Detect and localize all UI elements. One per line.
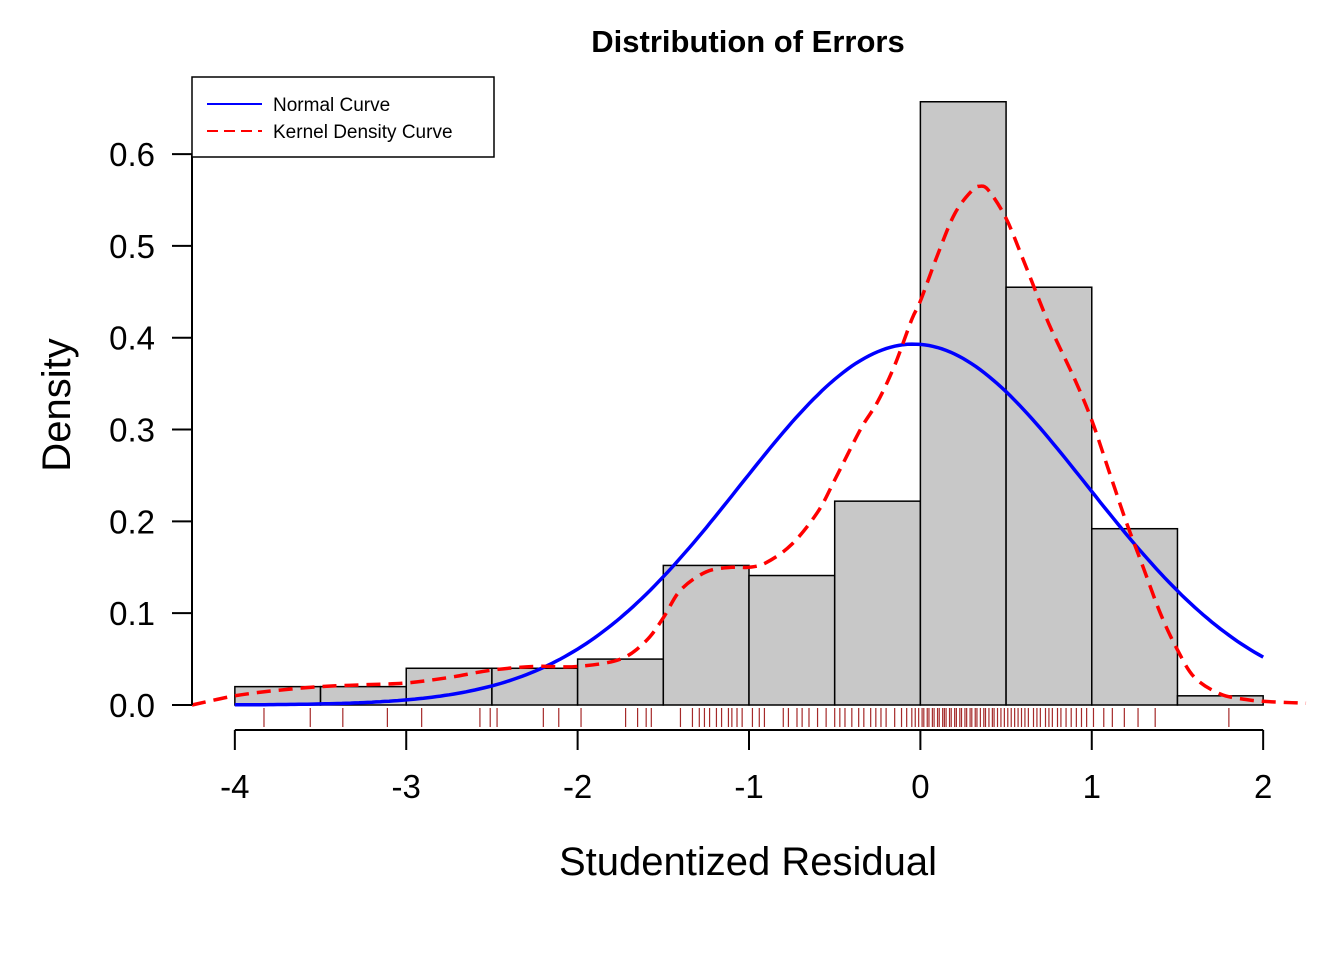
x-tick-label: 0 <box>911 768 929 805</box>
y-tick-label: 0.0 <box>109 687 155 724</box>
x-tick-label: 2 <box>1254 768 1272 805</box>
x-axis-label: Studentized Residual <box>559 840 937 884</box>
histogram-bars <box>234 101 1264 706</box>
y-axis: 0.0 0.1 0.2 0.3 0.4 0.5 0.6 <box>109 136 193 724</box>
y-tick-label: 0.6 <box>109 136 155 173</box>
histogram-bar <box>234 685 322 706</box>
y-tick-label: 0.1 <box>109 595 155 632</box>
x-tick-label: -1 <box>734 768 763 805</box>
x-tick-label: 1 <box>1083 768 1101 805</box>
y-tick-label: 0.4 <box>109 320 155 357</box>
histogram-bar <box>833 500 922 706</box>
histogram-bar <box>1091 527 1179 706</box>
x-tick-label: -4 <box>220 768 249 805</box>
x-axis: -4 -3 -2 -1 0 1 2 <box>220 729 1272 805</box>
histogram-bar <box>662 564 750 706</box>
legend: Normal Curve Kernel Density Curve <box>191 76 495 158</box>
histogram-bar <box>1005 286 1093 706</box>
kernel-density-line <box>191 184 1307 707</box>
legend-label-normal: Normal Curve <box>273 95 390 116</box>
y-tick-label: 0.3 <box>109 412 155 449</box>
histogram-bar <box>919 101 1007 706</box>
y-tick-label: 0.5 <box>109 228 155 265</box>
x-tick-label: -2 <box>563 768 592 805</box>
rug-marks <box>263 708 1230 727</box>
chart-title: Distribution of Errors <box>591 24 904 59</box>
legend-label-kernel: Kernel Density Curve <box>273 122 453 143</box>
normal-curve-line <box>234 342 1265 707</box>
histogram-bar <box>491 667 579 706</box>
histogram-bar <box>748 574 836 706</box>
y-tick-label: 0.2 <box>109 503 155 540</box>
x-tick-label: -3 <box>392 768 421 805</box>
legend-box <box>191 76 495 158</box>
y-axis-label: Density <box>35 338 79 471</box>
